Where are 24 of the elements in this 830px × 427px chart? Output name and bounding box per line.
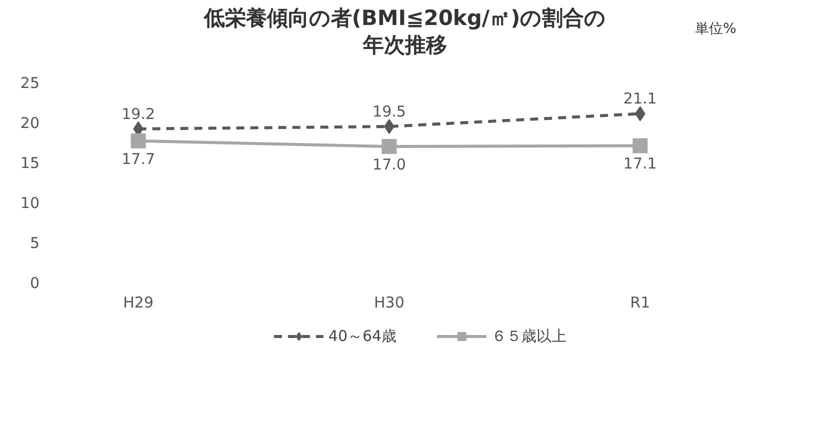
data-label: 21.1 — [623, 90, 657, 108]
text: 単位% — [695, 20, 736, 39]
point — [130, 133, 146, 148]
y-tick-label: 25 — [20, 74, 40, 92]
data-label: 17.7 — [122, 150, 156, 168]
data-label: 17.1 — [623, 154, 657, 173]
legend-label: ６５歳以上 — [492, 326, 567, 346]
y-tick-label: 0 — [30, 274, 40, 292]
point — [632, 138, 648, 154]
x-tick-label: R1 — [630, 294, 650, 312]
data-label: 19.2 — [122, 104, 156, 123]
x-tick-label: H30 — [374, 294, 404, 312]
point — [634, 106, 646, 122]
legend-label: 40～64歳 — [328, 326, 397, 346]
data-label: 17.0 — [372, 156, 406, 174]
data-label: 19.5 — [372, 102, 406, 120]
y-tick-label: 20 — [20, 114, 40, 132]
x-tick-label: H29 — [123, 294, 154, 312]
y-tick-label: 15 — [20, 154, 40, 172]
y-tick-label: 10 — [20, 194, 40, 212]
point — [384, 119, 394, 134]
point — [382, 139, 397, 154]
y-tick-label: 5 — [30, 234, 40, 252]
chart-title: 低栄養傾向の者(BMI≦20kg/㎡)の割合の年次推移 — [202, 5, 608, 60]
